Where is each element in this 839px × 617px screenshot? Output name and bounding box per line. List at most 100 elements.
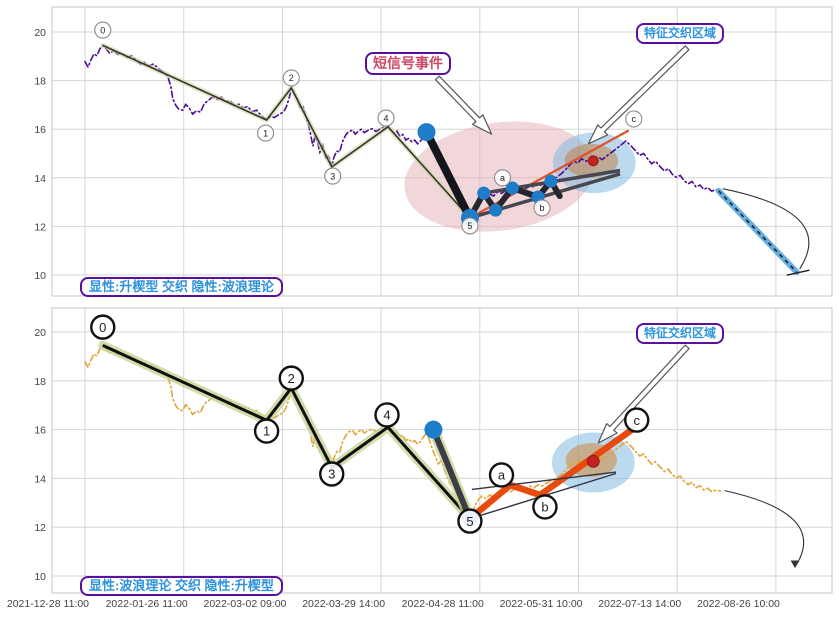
y-tick-label: 18 <box>34 76 46 88</box>
x-tick-label: 2022-07-13 14:00 <box>598 598 681 610</box>
signal-dot <box>477 186 491 200</box>
wave-marker-0: 0 <box>94 21 112 39</box>
wave-marker-circle <box>257 124 275 142</box>
wave-marker-2: 2 <box>282 69 300 87</box>
wave-marker-circle <box>457 508 483 534</box>
wave-line <box>102 44 471 219</box>
y-tick-label: 20 <box>34 327 46 339</box>
wave-marker-circle <box>90 314 116 340</box>
wave-marker-b: b <box>533 199 551 217</box>
x-tick-label: 2022-08-26 10:00 <box>697 598 780 610</box>
wave-marker-circle <box>278 365 304 391</box>
y-tick-label: 12 <box>34 221 46 233</box>
abc-wave-line <box>466 425 637 522</box>
wave-marker-circle <box>624 407 650 433</box>
sms-callout-arrow <box>434 75 493 135</box>
wave-marker-label: 0 <box>99 320 106 335</box>
wave-marker-circle <box>493 169 512 187</box>
feature-callout-arrow <box>597 344 690 444</box>
top-panel-caption: 显性:升楔型 交织 隐性:波浪理论 <box>80 277 283 297</box>
wave-marker-0: 0 <box>90 314 116 340</box>
wave-marker-label: a <box>500 173 505 183</box>
wave-marker-circle <box>94 21 112 39</box>
y-tick-label: 10 <box>34 270 46 282</box>
projection-end-cap <box>786 269 810 276</box>
wave-marker-c: c <box>624 407 650 433</box>
wave-marker-label: c <box>632 114 637 124</box>
wave-marker-1: 1 <box>257 124 275 142</box>
price-line <box>84 44 722 220</box>
wave-marker-label: 1 <box>263 424 270 439</box>
wedge-upper-line <box>471 471 617 491</box>
trend-curve-arrow <box>722 188 810 270</box>
wave-marker-label: 1 <box>263 128 268 138</box>
wave-marker-circle <box>324 167 342 185</box>
overlap-red-dot <box>587 155 599 167</box>
wave-marker-4: 4 <box>374 402 400 428</box>
panel-border <box>51 6 833 297</box>
wave-marker-label: 0 <box>100 25 105 35</box>
feature-callout-arrow <box>587 45 690 145</box>
trend-curve-arrowhead <box>790 560 799 568</box>
wave-marker-circle <box>377 109 395 127</box>
wave-marker-label: 3 <box>330 171 335 181</box>
wave-marker-a: a <box>488 462 515 488</box>
signal-dot <box>424 420 443 439</box>
wave-marker-c: c <box>625 110 643 128</box>
abc-wave-line <box>468 129 630 219</box>
wave-marker-b: b <box>532 494 558 520</box>
x-tick-label: 2022-05-31 10:00 <box>500 598 583 610</box>
feature-region-label-top: 特征交织区域 <box>636 23 725 44</box>
signal-dot <box>505 181 519 195</box>
wave-marker-label: b <box>541 500 548 515</box>
bottom-panel-caption: 显性:波浪理论 交织 隐性:升楔型 <box>80 576 283 596</box>
wave-marker-1: 1 <box>253 418 280 444</box>
y-tick-label: 14 <box>34 473 46 485</box>
wave-marker-label: 4 <box>383 408 390 423</box>
wave-marker-circle <box>253 418 280 444</box>
wave-marker-label: a <box>498 468 506 483</box>
x-tick-label: 2022-03-02 09:00 <box>203 598 286 610</box>
impulse-drop-line <box>422 128 474 222</box>
trend-curve-arrow <box>724 490 805 568</box>
signal-dot <box>417 123 436 142</box>
y-tick-label: 10 <box>34 571 46 583</box>
wave-marker-label: 2 <box>289 73 294 83</box>
y-tick-label: 12 <box>34 522 46 534</box>
wave-marker-label: b <box>539 203 544 213</box>
wave-marker-circle <box>461 217 479 235</box>
wave-marker-3: 3 <box>319 461 345 487</box>
wave-marker-5: 5 <box>457 508 483 534</box>
wave-line <box>102 344 472 520</box>
wave-marker-circle <box>532 494 558 520</box>
y-tick-label: 16 <box>34 124 46 136</box>
wave-marker-3: 3 <box>324 167 342 185</box>
projection-line-dash <box>718 190 798 273</box>
y-tick-label: 20 <box>34 27 46 39</box>
feature-region-label-bottom: 特征交织区域 <box>636 323 725 344</box>
wave-marker-a: a <box>493 169 512 187</box>
wave-marker-circle <box>319 461 345 487</box>
wave-marker-label: 4 <box>384 113 389 123</box>
y-tick-label: 16 <box>34 425 46 437</box>
wave-marker-circle <box>282 69 300 87</box>
signal-dot <box>544 174 558 188</box>
sms-event-label: 短信号事件 <box>365 52 451 75</box>
x-tick-label: 2021-12-28 11:00 <box>7 598 89 610</box>
impulse-drop-line <box>430 426 473 522</box>
y-tick-label: 14 <box>34 173 46 185</box>
panel-border <box>51 307 833 594</box>
wave-marker-label: 5 <box>467 221 472 231</box>
x-tick-label: 2022-04-28 11:00 <box>402 598 484 610</box>
wave-marker-label: c <box>633 413 640 428</box>
wave-marker-circle <box>488 462 515 488</box>
wave-marker-label: 3 <box>328 467 335 482</box>
wave-marker-4: 4 <box>377 109 395 127</box>
overlap-red-dot <box>586 454 600 468</box>
wave-marker-circle <box>374 402 400 428</box>
wave-marker-label: 2 <box>288 371 295 386</box>
